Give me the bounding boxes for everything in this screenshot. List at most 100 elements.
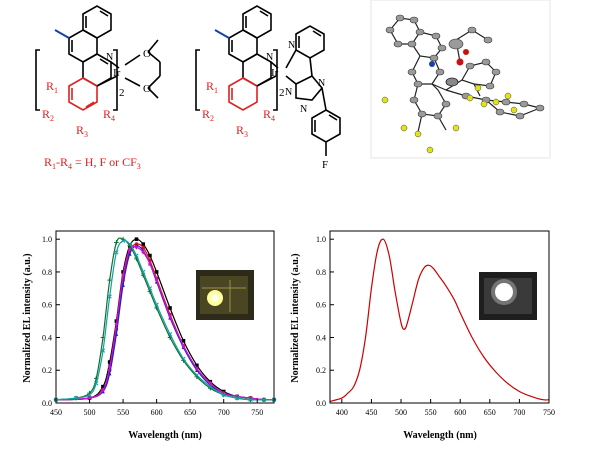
chart-1-series-3-point-10: [154, 277, 159, 283]
chart-2-ylabel: Normalized EL intensity (a.u.): [290, 253, 301, 382]
chart-1-ytick-label-2: 0.4: [42, 333, 52, 342]
chart-1-series: [53, 236, 277, 403]
chart-2-ytick-label-0: 0.0: [316, 399, 326, 408]
ligand-count-left: 2: [119, 87, 125, 99]
structure-triazole-labels: Ir 2 N N N N N F R1 R2 R3 R4: [202, 40, 328, 171]
chart-2-xtick-label-0: 400: [336, 408, 348, 417]
chart-1-series-5-point-3: [94, 381, 99, 386]
chart-1-series-5-point-1: [73, 395, 79, 401]
structure-acac-labels: Ir 2 O O N R1 R2 R3 R4 R1-R4 = H, F or C…: [42, 48, 151, 171]
chart-1-series-3-point-13: [195, 366, 199, 371]
chart-1-series-5-point-13: [167, 332, 173, 337]
substituent-r3-left: R3: [76, 123, 88, 139]
pyridyl-n-label: N: [288, 40, 295, 51]
chart-1-series-5-point-12: [154, 302, 159, 307]
chart-1-xtick-label-1: 500: [84, 408, 96, 417]
chart-1-series-5-point-8: [127, 241, 132, 247]
chart-1-series-3-point-1: [87, 395, 92, 401]
chart-1-series-0-point-7: [134, 237, 139, 241]
chart-1-xtick-label-0: 450: [50, 408, 62, 417]
chart-1-xtick-label-4: 650: [184, 408, 196, 417]
n-label-right: N: [266, 52, 273, 63]
chart-1-series-3-point-3: [107, 364, 112, 370]
chart-1-series-0-point-8: [141, 242, 145, 246]
chart-1-series-0-point-2: [101, 384, 105, 389]
chart-1-series-3-point-8: [141, 249, 145, 255]
chart-1-series-5-point-17: [221, 392, 226, 397]
chart-1-series-5-point-18: [234, 395, 240, 401]
chart-1-xtick-label-2: 550: [117, 408, 129, 417]
structure-acac-complex: [35, 5, 161, 111]
chart-2-series-line-0: [329, 238, 550, 402]
chart-2-ticks: 400 450 500 550 600 650 700 750 0.0 0.2 0.4 0.6 0.8 1…: [316, 235, 555, 417]
chart-1-series-5-point-4: [100, 348, 106, 353]
chart-1-series-3-point-7: [134, 245, 139, 250]
chart-1-series-3-point-11: [168, 313, 172, 319]
crystal-structure-image: [370, 0, 551, 159]
acac-o-top: O: [143, 48, 151, 60]
chart-1-series-3-point-14: [208, 381, 213, 386]
substituent-r2-left: R2: [42, 107, 54, 123]
substituent-r1-left: R1: [46, 79, 58, 95]
chart-1-xlabel: Wavelength (nm): [128, 430, 202, 441]
chart-1-ytick-label-3: 0.6: [42, 301, 52, 310]
chart-1-ylabel: Normalized EL intensity (a.u.): [22, 253, 33, 382]
chart-1-series-0-point-10: [154, 270, 159, 274]
substituent-r3-right: R3: [236, 123, 248, 139]
chart-1-series-4-point-6: [114, 240, 119, 245]
chart-2-ytick-label-5: 1.0: [316, 235, 326, 244]
chart-1-ytick-label-5: 1.0: [42, 235, 52, 244]
chart-2-xtick-label-7: 750: [543, 408, 555, 417]
triazole-n1-label: N: [285, 87, 292, 98]
chart-1-series-5-point-19: [248, 397, 253, 402]
chart-2-xtick-label-6: 700: [513, 408, 525, 417]
chart-1-series-2-point-5: [121, 282, 125, 287]
acac-o-bottom: O: [143, 83, 151, 95]
chart-2-xlabel: Wavelength (nm): [403, 430, 477, 441]
chart-2-xtick-label-5: 650: [484, 408, 496, 417]
chart-1-ytick-label-0: 0.0: [42, 399, 52, 408]
chart-1-xtick-label-3: 600: [151, 408, 163, 417]
chart-1-frame: [55, 230, 275, 404]
triazole-n2-label: N: [300, 104, 307, 115]
chart-1-series-5-point-2: [87, 392, 92, 397]
chart-1-series-3-point-2: [101, 387, 105, 393]
chart-1-series-4-point-5: [107, 277, 112, 283]
chart-1-device-photo: [196, 270, 254, 320]
chart-1-series-0-point-9: [148, 253, 152, 258]
chart-1-series-line-5: [55, 239, 274, 401]
chart-2-ytick-label-3: 0.6: [316, 301, 326, 310]
chart-2-device-photo: [479, 272, 537, 320]
chart-2-series: [329, 238, 550, 402]
chart-1-series-5-point-11: [147, 286, 153, 291]
n-label-left: N: [106, 52, 113, 63]
chart-1-series-3-point-9: [148, 261, 152, 267]
chart-1-xtick-label-6: 750: [251, 408, 263, 417]
chart-2-xtick-label-2: 500: [395, 408, 407, 417]
chart-1-series-5-point-9: [134, 253, 139, 258]
chart-2-xtick-label-1: 450: [365, 408, 377, 417]
chart-1-series-5-point-20: [261, 397, 267, 402]
chart-2-ytick-label-4: 0.8: [316, 268, 326, 277]
substituent-r1-right: R1: [206, 79, 218, 95]
chart-1-series-2-point-6: [127, 251, 132, 256]
chart-1-series-line-1: [55, 243, 275, 401]
chart-1-series-5-point-14: [181, 356, 186, 361]
chart-1-ytick-label-1: 0.2: [42, 366, 52, 375]
chart-1: 450 500 550 600 650 700 7500.00.20.40.60.81.0 …: [22, 230, 277, 441]
chart-2-frame: [329, 230, 550, 404]
chart-1-series-5-point-7: [120, 238, 126, 243]
ir-label-right: Ir: [271, 67, 279, 79]
chart-1-series-3-point-5: [121, 272, 125, 278]
chart-1-series-0-point-12: [181, 338, 186, 343]
chart-1-series-5-point-15: [194, 372, 200, 378]
chart-1-xtick-label-5: 700: [218, 408, 230, 417]
chart-1-series-3-point-12: [181, 343, 186, 348]
chart-2-xtick-label-4: 600: [454, 408, 466, 417]
chart-2: 400 450 500 550 600 650 700 750 0.0 0.2 0.4 0.6 0.8 1…: [290, 230, 555, 441]
chart-1-ticks: 450 500 550 600 650 700 750 0.0 0.2 0.4 0.6 0.8 1.0: [42, 235, 263, 417]
triazole-n3-label: N: [318, 78, 325, 89]
chart-1-series-5-point-5: [107, 294, 112, 299]
structure-triazole-complex: [195, 5, 341, 156]
